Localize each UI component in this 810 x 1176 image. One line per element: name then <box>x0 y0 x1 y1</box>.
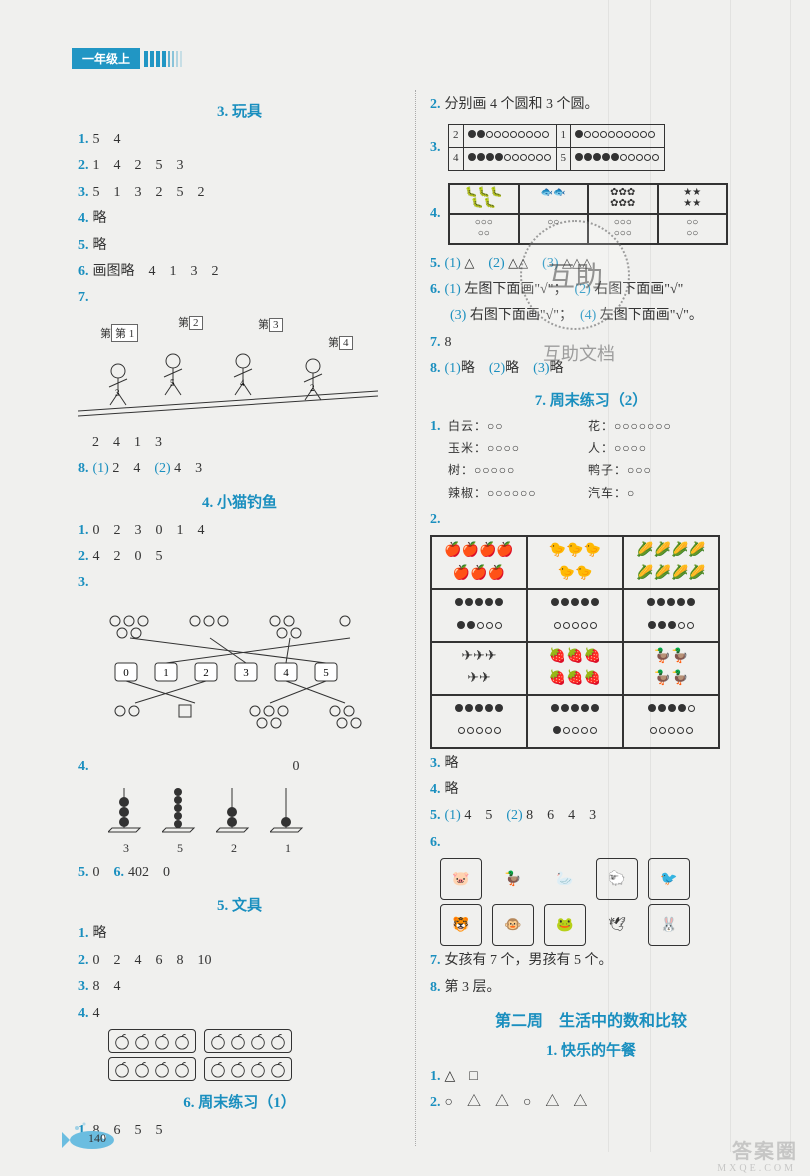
s3-a3: 3.5 1 3 2 5 2 <box>78 182 401 204</box>
corner-url: MXQE.COM <box>717 1163 796 1174</box>
duck-icon: 🦆 <box>492 858 534 900</box>
matching-diagram: 0 1 2 3 4 5 <box>78 603 401 748</box>
r-q5b: 5.(1) 4 5 (2) 8 6 4 3 <box>430 805 752 827</box>
week-2-title: 第二周 生活中的数和比较 <box>430 1007 752 1031</box>
svg-text:4: 4 <box>283 667 289 679</box>
svg-text:0: 0 <box>123 667 129 679</box>
corner-watermark: 答案圈 <box>732 1135 798 1164</box>
bird-icon: 🕊 <box>596 904 638 946</box>
rank-1: 第 1 <box>111 324 138 342</box>
s3-a6: 6.画图略 4 1 3 2 <box>78 261 401 283</box>
s3-a4: 4.略 <box>78 208 401 230</box>
animal-row-2: 🐯 🐵 🐸 🕊 🐰 <box>430 904 752 946</box>
svg-text:2: 2 <box>310 383 315 393</box>
s5-a3: 3.8 4 <box>78 976 401 998</box>
header-bars <box>144 51 182 67</box>
s5-a1: 1.略 <box>78 923 401 945</box>
svg-text:2: 2 <box>203 667 209 679</box>
lunch-a2: 2.○ △ △ ○ △ △ <box>430 1092 752 1114</box>
r-q2b: 2. 🍎🍎🍎🍎🍎🍎🍎 🐤🐤🐤🐤🐤 🌽🌽🌽🌽🌽🌽🌽🌽 ✈✈✈✈✈ 🍓🍓🍓🍓🍓🍓 🦆… <box>430 509 752 749</box>
animal-row-1: 🐷 🦆 🦢 🐑 🐦 <box>430 858 752 900</box>
s4-a2: 2.4 2 0 5 <box>78 546 401 568</box>
r-q4b: 4.略 <box>430 779 752 801</box>
left-column: 3. 玩具 1.5 4 2.1 4 2 5 3 3.5 1 3 2 5 2 4.… <box>70 90 415 1146</box>
svg-text:3: 3 <box>115 388 120 398</box>
r-q2: 2.分别画 4 个圆和 3 个圆。 <box>430 94 752 116</box>
s3-a1: 1.5 4 <box>78 129 401 151</box>
s4-a3: 3. <box>78 572 401 594</box>
svg-text:3: 3 <box>243 667 249 679</box>
apple-row-2 <box>78 1057 401 1081</box>
r-q6b2: 6. <box>430 832 752 854</box>
woodpecker-icon: 🐦 <box>648 858 690 900</box>
running-figure: 3 5 4 2 第第 1 第2 第3 第4 <box>78 316 401 426</box>
abacus-row: 3 5 2 1 <box>78 784 401 856</box>
s6-a1: 1.8 6 5 5 <box>78 1120 401 1142</box>
r-q7b: 7.女孩有 7 个，男孩有 5 个。 <box>430 950 752 972</box>
s4-a5-6: 5.0 6.402 0 <box>78 862 401 884</box>
watermark-stamp: 互助 <box>520 220 630 330</box>
s4-a4: 4.0 <box>78 756 401 778</box>
lunch-title: 1. 快乐的午餐 <box>430 1039 752 1060</box>
watermark-sub: 互助文档 <box>543 340 615 366</box>
section-6-title: 6. 周末练习（1） <box>78 1091 401 1112</box>
r-list1: 1. 白云：○○花：○○○○○○○ 玉米：○○○○人：○○○○ 树：○○○○○鸭… <box>430 416 752 506</box>
s5-a2: 2.0 2 4 6 8 10 <box>78 950 401 972</box>
r-q8b: 8.第 3 层。 <box>430 977 752 999</box>
page-number: 140 <box>88 1131 106 1146</box>
goose-icon: 🦢 <box>544 858 586 900</box>
grade-badge: 一年级上 <box>72 48 140 69</box>
s3-a7-below: 2 4 1 3 <box>78 432 401 454</box>
pig-icon: 🐷 <box>440 858 482 900</box>
svg-text:1: 1 <box>163 667 169 679</box>
s3-a2: 2.1 4 2 5 3 <box>78 155 401 177</box>
svg-text:5: 5 <box>170 378 175 388</box>
svg-text:4: 4 <box>240 378 245 388</box>
week-practice-2: 7. 周末练习（2） <box>430 389 752 410</box>
svg-text:5: 5 <box>323 667 329 679</box>
rabbit-icon: 🐰 <box>648 904 690 946</box>
s3-a5: 5.略 <box>78 235 401 257</box>
section-5-title: 5. 文具 <box>78 894 401 915</box>
s5-a4: 4.4 <box>78 1003 401 1025</box>
monkey-icon: 🐵 <box>492 904 534 946</box>
section-4-title: 4. 小猫钓鱼 <box>78 491 401 512</box>
page-header: 一年级上 <box>72 48 182 69</box>
s4-a1: 1.0 2 3 0 1 4 <box>78 520 401 542</box>
s3-a7: 7. <box>78 287 401 309</box>
tiger-icon: 🐯 <box>440 904 482 946</box>
lunch-a1: 1.△ □ <box>430 1066 752 1088</box>
r-q3b: 3.略 <box>430 753 752 775</box>
r-q3: 3. 21 45 <box>430 120 752 174</box>
sheep-icon: 🐑 <box>596 858 638 900</box>
section-3-title: 3. 玩具 <box>78 100 401 121</box>
s3-a8: 8.(1) 2 4 (2) 4 3 <box>78 458 401 480</box>
apple-row-1 <box>78 1029 401 1053</box>
frog-icon: 🐸 <box>544 904 586 946</box>
